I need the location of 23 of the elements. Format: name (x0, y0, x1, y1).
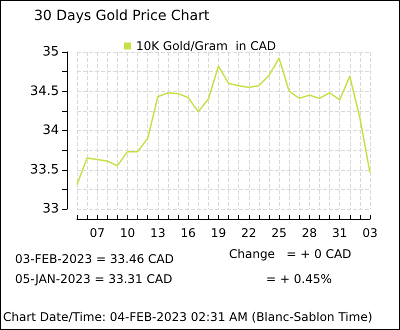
text: 05-JAN-2023 = 33.31 CAD (15, 272, 172, 286)
text: 03-FEB-2023 = 33.46 CAD (15, 252, 174, 266)
x-tick-label: 10 (120, 226, 136, 240)
y-tick-label: 35 (42, 44, 59, 60)
x-tick-label: 28 (302, 226, 318, 240)
y-tick-label: 33 (42, 202, 59, 216)
x-tick-label: 16 (180, 226, 196, 240)
x-tick-label: 25 (271, 226, 287, 240)
line-series (76, 58, 371, 186)
text: Change = + 0 CAD (229, 247, 352, 261)
x-tick-label: 22 (241, 226, 256, 240)
x-tick-label: 19 (210, 226, 226, 240)
y-tick-label: 34.5 (30, 84, 59, 99)
text: Chart Date/Time: 04-FEB-2023 02:31 AM (Blanc-Sablon Time) (3, 310, 372, 324)
x-tick-label: 13 (150, 226, 166, 240)
x-tick-label: 07 (90, 226, 105, 240)
text: = + 0.45% (266, 272, 332, 286)
y-tick-label: 33.5 (30, 162, 59, 178)
y-tick-label: 34 (42, 123, 59, 138)
chart-title: 30 Days Gold Price Chart (34, 8, 210, 24)
x-tick-label: 03 (362, 226, 378, 240)
x-tick-label: 31 (332, 226, 348, 240)
legend-label: 10K Gold/Gram in CAD (136, 39, 276, 53)
